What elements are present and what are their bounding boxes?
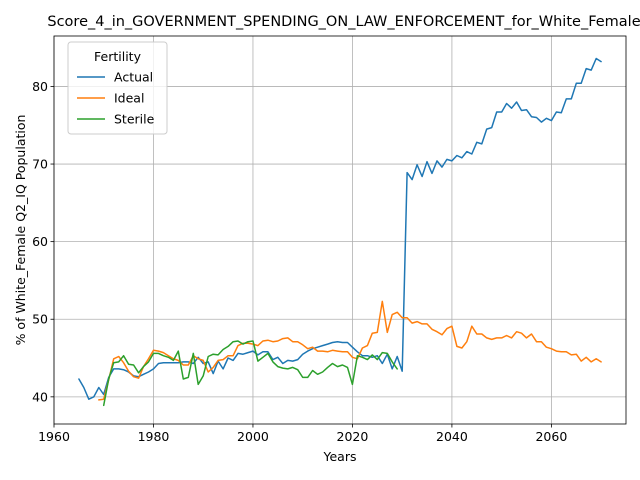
x-tick-label: 2020 xyxy=(337,429,369,444)
y-axis-label: % of White_Female Q2_IQ Population xyxy=(13,115,28,346)
legend-label-ideal: Ideal xyxy=(114,91,144,106)
x-tick-label: 2060 xyxy=(535,429,567,444)
plot-frame xyxy=(53,35,627,425)
y-tick-label: 70 xyxy=(32,157,48,172)
legend: Fertility Actual Ideal Sterile xyxy=(67,41,168,135)
series-layer xyxy=(78,57,602,407)
legend-label-actual: Actual xyxy=(114,70,153,85)
grid xyxy=(53,36,626,424)
y-tick-label: 50 xyxy=(32,312,48,327)
series-line-sterile xyxy=(102,340,398,407)
legend-title: Fertility xyxy=(94,49,142,64)
series-line-actual xyxy=(78,57,602,400)
x-tick-label: 2000 xyxy=(237,429,269,444)
x-axis: 1960 1980 2000 2020 2040 2060 xyxy=(38,424,567,444)
y-tick-label: 80 xyxy=(32,79,48,94)
x-axis-label: Years xyxy=(323,449,357,464)
chart-title: Score_4_in_GOVERNMENT_SPENDING_ON_LAW_EN… xyxy=(47,14,640,30)
x-tick-label: 1980 xyxy=(138,429,170,444)
y-axis: 40 50 60 70 80 xyxy=(32,79,54,404)
legend-box xyxy=(67,41,168,135)
legend-label-sterile: Sterile xyxy=(114,112,155,127)
x-tick-label: 1960 xyxy=(38,429,70,444)
y-tick-label: 60 xyxy=(32,234,48,249)
series-line-ideal xyxy=(98,300,602,401)
y-tick-label: 40 xyxy=(32,389,48,404)
x-tick-label: 2040 xyxy=(436,429,468,444)
